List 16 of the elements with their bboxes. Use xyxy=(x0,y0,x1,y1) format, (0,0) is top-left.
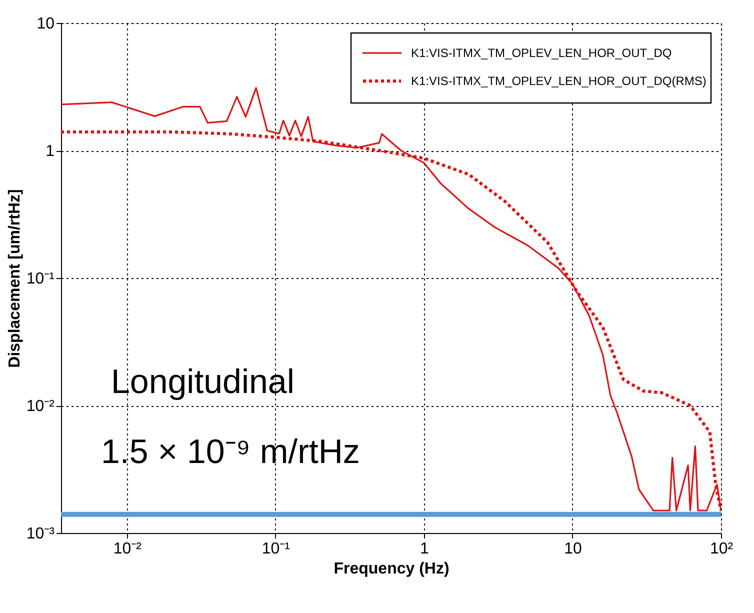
x-tick-label: 10⁻¹ xyxy=(262,540,290,558)
y-tick-label: 10 xyxy=(36,16,55,32)
y-tick-label: 10⁻² xyxy=(26,398,56,415)
x-tick-label: 10⁻² xyxy=(113,540,142,558)
annotation: 1.5 × 10⁻⁹ m/rtHz xyxy=(101,433,360,471)
legend-label: K1:VIS-ITMX_TM_OPLEV_LEN_HOR_OUT_DQ xyxy=(411,46,672,60)
x-tick-label: 10 xyxy=(564,540,582,558)
y-tick-label: 1 xyxy=(46,143,55,160)
y-axis-title: Displacement [um/rtHz] xyxy=(6,189,24,368)
y-tick-label: 10⁻³ xyxy=(26,526,56,542)
annotation: Longitudinal xyxy=(111,363,294,401)
x-tick-label: 1 xyxy=(420,540,429,558)
x-tick-label: 10² xyxy=(710,540,734,558)
legend-label: K1:VIS-ITMX_TM_OPLEV_LEN_HOR_OUT_DQ(RMS) xyxy=(411,74,706,88)
x-axis-title: Frequency (Hz) xyxy=(334,560,450,578)
y-tick-label: 10⁻¹ xyxy=(26,270,54,288)
